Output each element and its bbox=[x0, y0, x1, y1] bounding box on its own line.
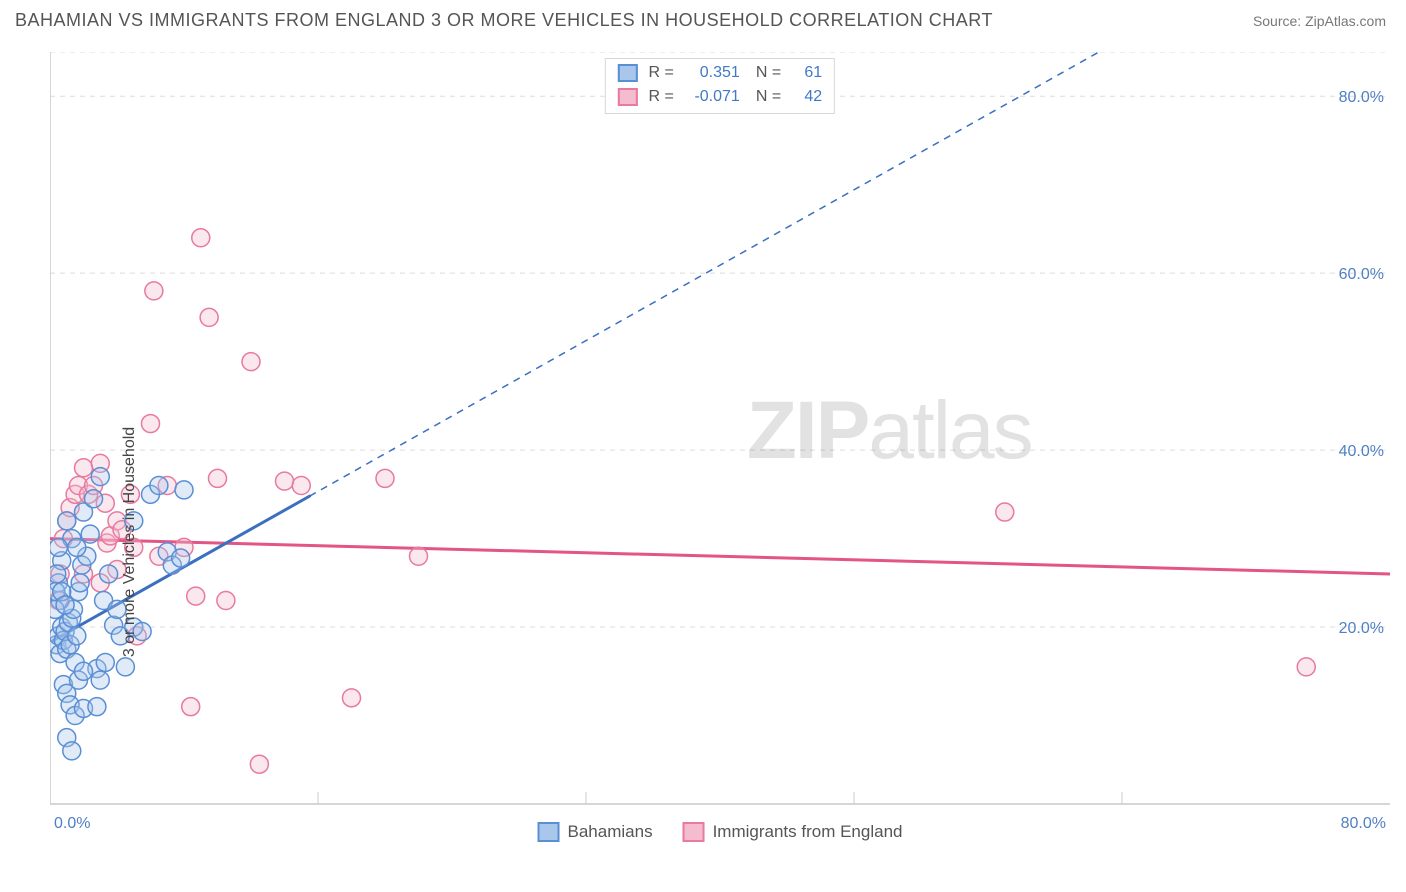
r-label: R = bbox=[644, 88, 674, 106]
svg-text:60.0%: 60.0% bbox=[1339, 266, 1384, 283]
chart-area: 3 or more Vehicles in Household 20.0% 40.… bbox=[50, 52, 1390, 842]
svg-text:0.0%: 0.0% bbox=[54, 815, 90, 832]
legend-swatch bbox=[683, 822, 705, 842]
svg-text:20.0%: 20.0% bbox=[1339, 620, 1384, 637]
y-axis-label: 3 or more Vehicles in Household bbox=[121, 427, 139, 657]
legend-label: Bahamians bbox=[568, 822, 653, 842]
legend-item: Bahamians bbox=[538, 822, 653, 842]
scatter-plot: 20.0% 40.0% 60.0% 80.0% 0.0% 80.0% bbox=[50, 52, 1390, 842]
chart-header: BAHAMIAN VS IMMIGRANTS FROM ENGLAND 3 OR… bbox=[0, 0, 1406, 37]
svg-text:40.0%: 40.0% bbox=[1339, 443, 1384, 460]
chart-title: BAHAMIAN VS IMMIGRANTS FROM ENGLAND 3 OR… bbox=[15, 10, 993, 31]
legend-swatch bbox=[618, 64, 638, 82]
svg-text:80.0%: 80.0% bbox=[1341, 815, 1386, 832]
legend-label: Immigrants from England bbox=[713, 822, 903, 842]
r-label: R = bbox=[644, 64, 674, 82]
legend-row: R = 0.351 N = 61 bbox=[618, 61, 822, 85]
series-legend: Bahamians Immigrants from England bbox=[538, 822, 903, 842]
chart-source: Source: ZipAtlas.com bbox=[1253, 13, 1386, 29]
legend-swatch bbox=[618, 88, 638, 106]
n-label: N = bbox=[756, 88, 781, 106]
legend-swatch bbox=[538, 822, 560, 842]
r-value: 0.351 bbox=[680, 64, 740, 82]
legend-row: R = -0.071 N = 42 bbox=[618, 85, 822, 109]
n-value: 61 bbox=[787, 64, 822, 82]
svg-text:80.0%: 80.0% bbox=[1339, 89, 1384, 106]
n-value: 42 bbox=[787, 88, 822, 106]
correlation-legend: R = 0.351 N = 61 R = -0.071 N = 42 bbox=[605, 58, 835, 114]
r-value: -0.071 bbox=[680, 88, 740, 106]
legend-item: Immigrants from England bbox=[683, 822, 903, 842]
n-label: N = bbox=[756, 64, 781, 82]
